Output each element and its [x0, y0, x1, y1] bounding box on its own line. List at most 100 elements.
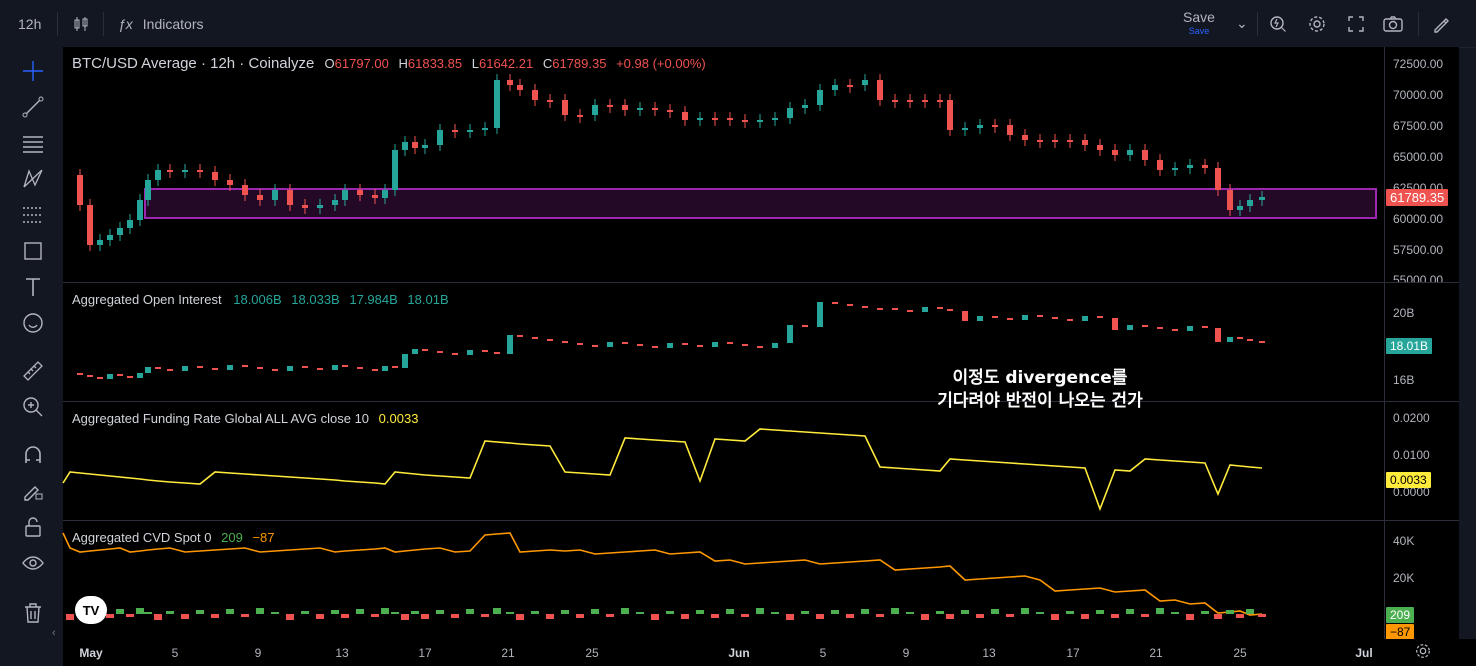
- interval-button[interactable]: 12h: [18, 0, 41, 47]
- oi-candle: [562, 341, 568, 343]
- cvd-line: [62, 532, 1263, 616]
- oi-candle: [287, 366, 293, 371]
- time-axis[interactable]: [63, 639, 1476, 666]
- oi-candle: [467, 350, 473, 355]
- cvd-bar: [696, 610, 704, 614]
- horizontal-lines-tool[interactable]: [19, 129, 47, 157]
- oi-candle: [1007, 318, 1013, 320]
- lightning-search-icon: [1270, 15, 1286, 32]
- candle-body: [712, 118, 718, 120]
- cvd-title[interactable]: Aggregated CVD Spot 0: [72, 530, 212, 545]
- text-tool[interactable]: [19, 273, 47, 301]
- cvd-bar: [106, 614, 114, 618]
- candle-body: [892, 100, 898, 102]
- zoom-tool[interactable]: [19, 393, 47, 421]
- candle-body: [167, 170, 173, 172]
- lock-tool[interactable]: [19, 513, 47, 541]
- crosshair-icon: [23, 61, 43, 81]
- axis-settings-button[interactable]: [1414, 642, 1432, 665]
- oi-candle: [892, 308, 898, 310]
- oi-candle: [332, 365, 338, 370]
- fullscreen-button[interactable]: [1346, 0, 1366, 47]
- oi-candle: [772, 343, 778, 348]
- visibility-tool[interactable]: [19, 549, 47, 577]
- cvd-bar: [861, 609, 869, 614]
- quick-search-button[interactable]: [1268, 0, 1288, 47]
- oi-candle: [412, 349, 418, 354]
- cvd-bar: [371, 614, 379, 617]
- chart-area[interactable]: [63, 47, 1459, 639]
- oi-value: 18.033B: [291, 292, 340, 307]
- tradingview-logo[interactable]: TV: [75, 596, 107, 624]
- candle-body: [242, 185, 248, 195]
- crosshair-tool[interactable]: [19, 57, 47, 85]
- cvd-bar: [786, 614, 794, 620]
- oi-candle: [272, 369, 278, 371]
- indicators-button[interactable]: ƒx Indicators: [118, 0, 204, 47]
- candle-body: [562, 100, 568, 115]
- pane-divider[interactable]: [63, 520, 1459, 521]
- save-button[interactable]: Save Save: [1183, 0, 1215, 47]
- candle-body: [517, 85, 523, 90]
- candle-body: [1227, 190, 1233, 210]
- oi-candle: [182, 366, 188, 371]
- funding-tick: 0.0200: [1393, 411, 1430, 425]
- save-menu-button[interactable]: ⌄: [1236, 0, 1248, 47]
- oi-title[interactable]: Aggregated Open Interest: [72, 292, 222, 307]
- ruler-tool[interactable]: [19, 357, 47, 385]
- cvd-bar: [136, 608, 144, 614]
- cvd-bar: [1096, 610, 1104, 614]
- cvd-bar: [991, 609, 999, 614]
- oi-candle: [242, 365, 248, 367]
- oi-candle: [402, 354, 408, 368]
- oi-candle: [682, 343, 688, 345]
- oi-candle: [547, 339, 553, 341]
- pencil-lock-icon: [24, 486, 43, 501]
- settings-button[interactable]: [1307, 0, 1327, 47]
- fullscreen-icon: [1348, 15, 1364, 32]
- candle-body: [317, 205, 323, 208]
- snapshot-button[interactable]: [1382, 0, 1404, 47]
- oi-candle: [652, 346, 658, 348]
- cvd-bar: [1236, 614, 1244, 618]
- cvd-bar: [481, 614, 489, 617]
- cvd-bar: [436, 610, 444, 614]
- cvd-bar: [256, 608, 264, 614]
- candle-style-button[interactable]: [72, 0, 90, 47]
- cvd-bar: [1214, 614, 1222, 619]
- collapse-toolbar-button[interactable]: ‹: [52, 627, 56, 639]
- oi-candle: [127, 376, 133, 378]
- candle-body: [922, 100, 928, 102]
- magnet-tool[interactable]: [19, 441, 47, 469]
- funding-title[interactable]: Aggregated Funding Rate Global ALL AVG c…: [72, 411, 370, 426]
- publish-button[interactable]: [1431, 0, 1451, 47]
- oi-tick: 16B: [1393, 373, 1415, 387]
- trendline-tool[interactable]: [19, 93, 47, 121]
- cvd-bar: [946, 614, 954, 619]
- camera-icon: [1383, 15, 1403, 32]
- candle-body: [907, 100, 913, 102]
- remove-drawings-tool[interactable]: [19, 599, 47, 627]
- cvd-bar: [516, 614, 524, 620]
- oi-candle: [212, 368, 218, 370]
- oi-candle: [382, 366, 388, 371]
- indicators-label: Indicators: [142, 15, 204, 32]
- oi-candle: [847, 304, 853, 306]
- candle-body: [1202, 165, 1208, 168]
- candle-body: [342, 190, 348, 200]
- chart-annotation[interactable]: 이정도 divergence를 기다려야 반전이 나오는 건가: [910, 367, 1170, 413]
- candle-body: [1007, 125, 1013, 135]
- candles-icon: [74, 16, 88, 31]
- pattern-tool[interactable]: [19, 165, 47, 193]
- shape-tool[interactable]: [19, 237, 47, 265]
- candle-body: [302, 205, 308, 208]
- drawing-mode-tool[interactable]: [19, 477, 47, 505]
- cvd-bar: [451, 614, 459, 618]
- fib-tool[interactable]: [19, 201, 47, 229]
- funding-last-badge: 0.0033: [1386, 472, 1431, 488]
- symbol-title[interactable]: BTC/USD Average · 12h · Coinalyze: [72, 55, 315, 72]
- oi-candle: [907, 310, 913, 312]
- emoji-tool[interactable]: [19, 309, 47, 337]
- pane-divider[interactable]: [63, 401, 1459, 402]
- pane-divider[interactable]: [63, 282, 1459, 283]
